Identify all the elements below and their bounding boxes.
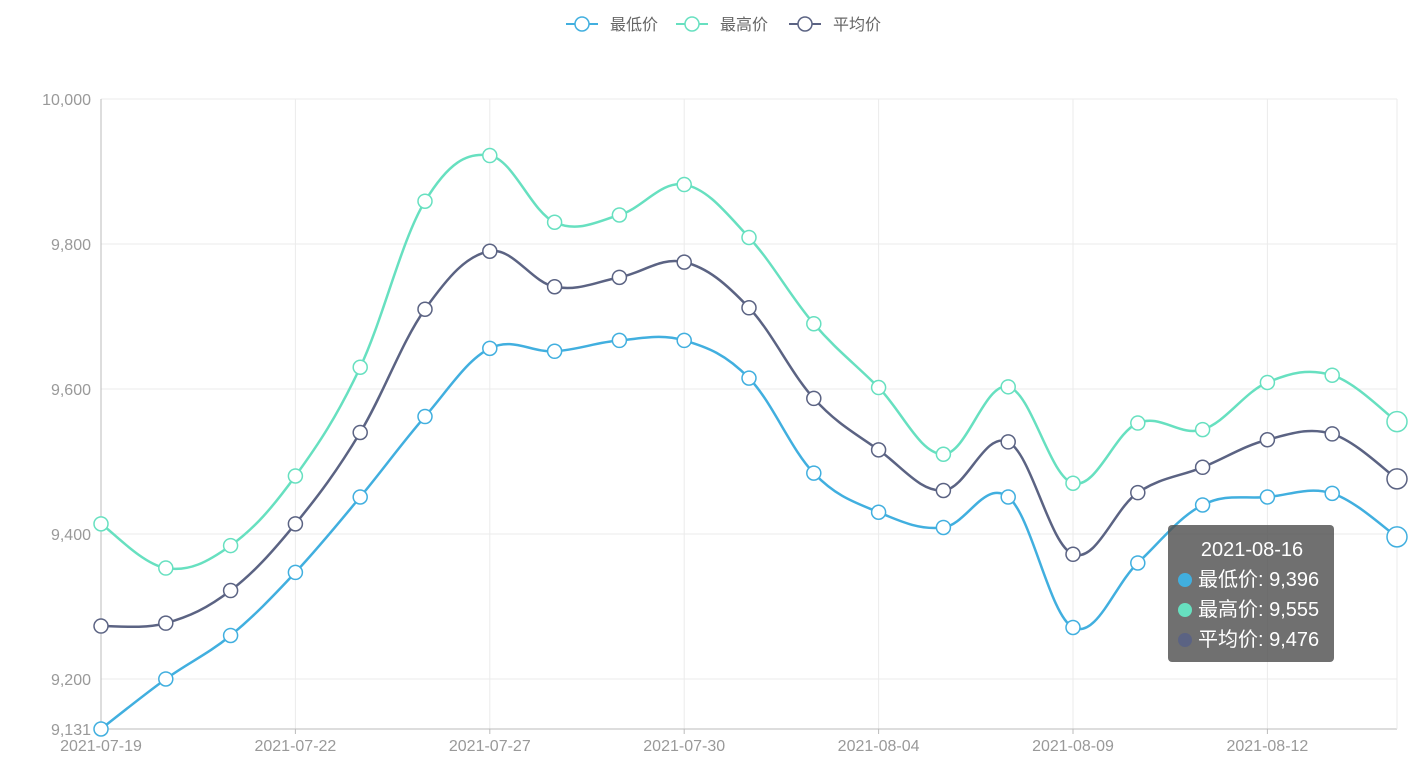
legend-label-low: 最低价: [610, 16, 658, 34]
data-point-avg: [352, 424, 368, 441]
tooltip-row-avg: 平均价: 9,476: [1178, 625, 1326, 655]
data-point-low: [935, 519, 952, 536]
legend-label-avg: 平均价: [833, 16, 881, 34]
data-point-high: [870, 379, 887, 396]
x-tick-label: 2021-07-30: [643, 738, 725, 755]
data-point-low: [676, 332, 692, 349]
x-tick-label: 2021-07-27: [449, 738, 531, 755]
data-point-high: [417, 193, 433, 209]
data-point-low: [1130, 555, 1146, 571]
chart-tooltip: 2021-08-16 最低价: 9,396 最高价: 9,555 平均价: 9,…: [1168, 525, 1334, 662]
data-point-low: [546, 343, 563, 360]
legend-label-high: 最高价: [720, 16, 768, 34]
tooltip-dot-high: [1178, 603, 1192, 617]
tooltip-dot-avg: [1178, 633, 1192, 647]
y-tick-label: 9,800: [51, 237, 91, 254]
data-point-high: [93, 516, 109, 532]
data-point-high: [287, 468, 304, 484]
tooltip-row-high: 最高价: 9,555: [1178, 595, 1326, 625]
data-point-avg: [158, 615, 174, 631]
data-point-high: [1130, 415, 1146, 431]
data-point-low: [741, 370, 757, 386]
data-point-high: [1386, 410, 1408, 433]
data-point-avg: [1065, 546, 1081, 563]
data-point-low: [870, 504, 887, 520]
data-point-high: [935, 446, 952, 462]
data-point-low: [1194, 497, 1211, 513]
data-point-low: [222, 627, 239, 644]
data-point-low: [417, 408, 433, 425]
data-point-avg: [676, 254, 692, 270]
tooltip-row-low: 最低价: 9,396: [1178, 565, 1326, 595]
data-point-avg: [1194, 459, 1211, 476]
x-tick-label: 2021-08-04: [838, 738, 920, 755]
data-point-high: [352, 359, 368, 375]
y-tick-label: 10,000: [42, 92, 91, 109]
data-point-avg: [806, 390, 822, 407]
data-point-high: [1259, 374, 1276, 391]
data-point-high: [1000, 379, 1016, 395]
data-point-high: [806, 315, 822, 332]
data-point-high: [611, 207, 628, 223]
data-point-low: [93, 721, 109, 737]
x-tick-label: 2021-08-09: [1032, 738, 1114, 755]
series-line-low: [100, 335, 1398, 730]
data-point-avg: [546, 279, 563, 295]
data-point-avg: [1130, 484, 1146, 501]
data-point-avg: [870, 442, 887, 458]
data-point-avg: [1386, 468, 1408, 490]
data-point-low: [1065, 619, 1081, 636]
legend-marker-avg: [797, 16, 813, 32]
data-point-low: [1000, 489, 1016, 505]
data-point-high: [1194, 421, 1211, 438]
tooltip-dot-low: [1178, 573, 1192, 587]
data-point-high: [1324, 367, 1340, 383]
data-point-low: [1386, 526, 1408, 548]
legend-marker-high: [684, 16, 700, 32]
y-tick-label: 9,600: [51, 382, 91, 399]
data-point-avg: [935, 482, 952, 499]
tooltip-title: 2021-08-16: [1200, 539, 1304, 561]
legend-marker-low: [574, 16, 590, 32]
x-tick-label: 2021-07-22: [254, 738, 336, 755]
data-point-avg: [287, 516, 304, 532]
data-point-high: [741, 229, 757, 246]
data-point-high: [482, 147, 498, 164]
data-point-avg: [93, 618, 109, 634]
data-point-low: [611, 332, 628, 349]
y-tick-label: 9,400: [51, 527, 91, 544]
x-tick-label: 2021-08-12: [1226, 738, 1308, 755]
data-point-high: [158, 560, 174, 576]
data-point-avg: [222, 582, 239, 599]
data-point-low: [482, 340, 498, 357]
data-point-avg: [741, 300, 757, 316]
data-point-high: [546, 214, 563, 230]
tooltip-text-high: 最高价: 9,555: [1198, 599, 1320, 621]
tooltip-text-low: 最低价: 9,396: [1198, 569, 1320, 591]
data-point-avg: [1324, 426, 1340, 442]
data-point-avg: [1259, 431, 1276, 448]
y-tick-label: 9,131: [51, 722, 91, 739]
data-point-high: [676, 176, 692, 193]
data-point-avg: [482, 243, 498, 259]
data-point-avg: [1000, 434, 1016, 450]
data-point-high: [222, 537, 239, 554]
y-tick-label: 9,200: [51, 672, 91, 689]
data-point-avg: [417, 301, 433, 317]
data-point-low: [352, 489, 368, 505]
data-point-low: [287, 564, 304, 581]
data-point-high: [1065, 475, 1081, 491]
data-point-low: [806, 465, 822, 481]
tooltip-text-avg: 平均价: 9,476: [1198, 629, 1320, 651]
data-point-avg: [611, 269, 628, 286]
data-point-low: [158, 671, 174, 687]
x-tick-label: 2021-07-19: [60, 738, 142, 755]
data-point-low: [1259, 489, 1276, 505]
data-point-low: [1324, 485, 1340, 502]
